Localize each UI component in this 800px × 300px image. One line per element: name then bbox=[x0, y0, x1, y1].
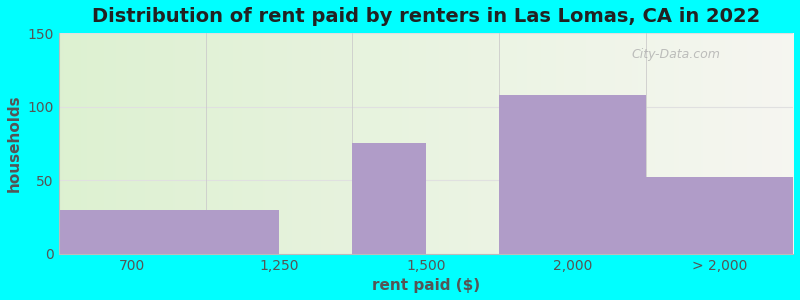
Bar bbox=[499, 95, 646, 254]
Title: Distribution of rent paid by renters in Las Lomas, CA in 2022: Distribution of rent paid by renters in … bbox=[92, 7, 760, 26]
Text: City-Data.com: City-Data.com bbox=[631, 49, 720, 62]
Bar bbox=[353, 143, 426, 254]
Bar bbox=[646, 177, 793, 254]
Bar bbox=[58, 209, 279, 254]
Y-axis label: households: households bbox=[7, 94, 22, 192]
X-axis label: rent paid ($): rent paid ($) bbox=[372, 278, 480, 293]
